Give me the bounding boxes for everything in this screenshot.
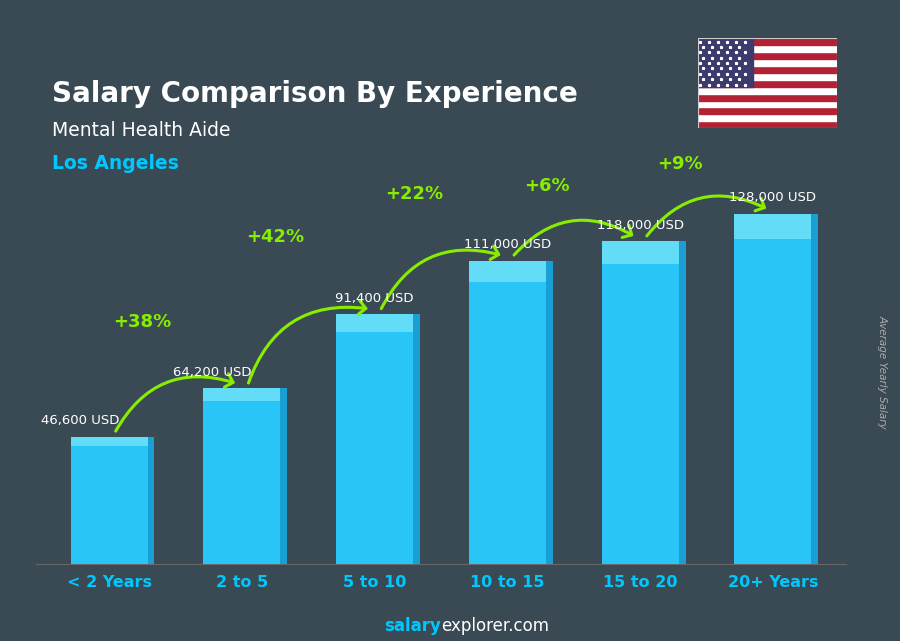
Text: 46,600 USD: 46,600 USD [40,414,119,427]
Bar [698,38,753,87]
Bar [698,53,837,59]
FancyArrowPatch shape [248,301,365,383]
FancyBboxPatch shape [203,388,280,564]
Text: Los Angeles: Los Angeles [52,154,179,173]
Bar [698,121,837,128]
FancyBboxPatch shape [469,260,546,282]
Bar [698,80,837,87]
Bar [698,73,837,80]
FancyBboxPatch shape [734,214,812,564]
Bar [698,66,837,73]
FancyArrowPatch shape [647,196,764,236]
FancyBboxPatch shape [546,260,553,564]
FancyBboxPatch shape [336,314,413,331]
Bar [698,114,837,121]
Text: +42%: +42% [246,228,304,246]
Text: +22%: +22% [385,185,444,203]
FancyBboxPatch shape [469,260,546,564]
Text: +6%: +6% [525,177,570,195]
FancyBboxPatch shape [812,214,818,564]
FancyBboxPatch shape [280,388,287,564]
Text: 64,200 USD: 64,200 USD [174,366,252,379]
Text: +38%: +38% [113,313,171,331]
Bar [698,108,837,114]
Bar [698,87,837,94]
Text: 128,000 USD: 128,000 USD [730,192,816,204]
Bar [698,38,837,46]
Bar [698,46,837,53]
FancyBboxPatch shape [734,214,812,238]
FancyBboxPatch shape [203,388,280,401]
Text: explorer.com: explorer.com [441,617,549,635]
FancyBboxPatch shape [148,437,155,564]
FancyArrowPatch shape [514,221,632,255]
Text: +9%: +9% [657,155,703,173]
FancyBboxPatch shape [70,437,148,564]
Bar [698,94,837,101]
Text: 91,400 USD: 91,400 USD [336,292,414,304]
FancyBboxPatch shape [679,242,686,564]
Text: salary: salary [384,617,441,635]
FancyBboxPatch shape [413,314,420,564]
FancyBboxPatch shape [602,242,679,264]
FancyArrowPatch shape [382,246,499,308]
Bar [698,59,837,66]
Text: Mental Health Aide: Mental Health Aide [52,121,230,140]
FancyBboxPatch shape [602,242,679,564]
Text: Salary Comparison By Experience: Salary Comparison By Experience [52,80,578,108]
Bar [698,101,837,108]
FancyBboxPatch shape [70,437,148,445]
FancyBboxPatch shape [336,314,413,564]
FancyArrowPatch shape [116,374,233,431]
Text: 118,000 USD: 118,000 USD [597,219,684,232]
Text: 111,000 USD: 111,000 USD [464,238,551,251]
Text: Average Yearly Salary: Average Yearly Salary [878,315,887,429]
